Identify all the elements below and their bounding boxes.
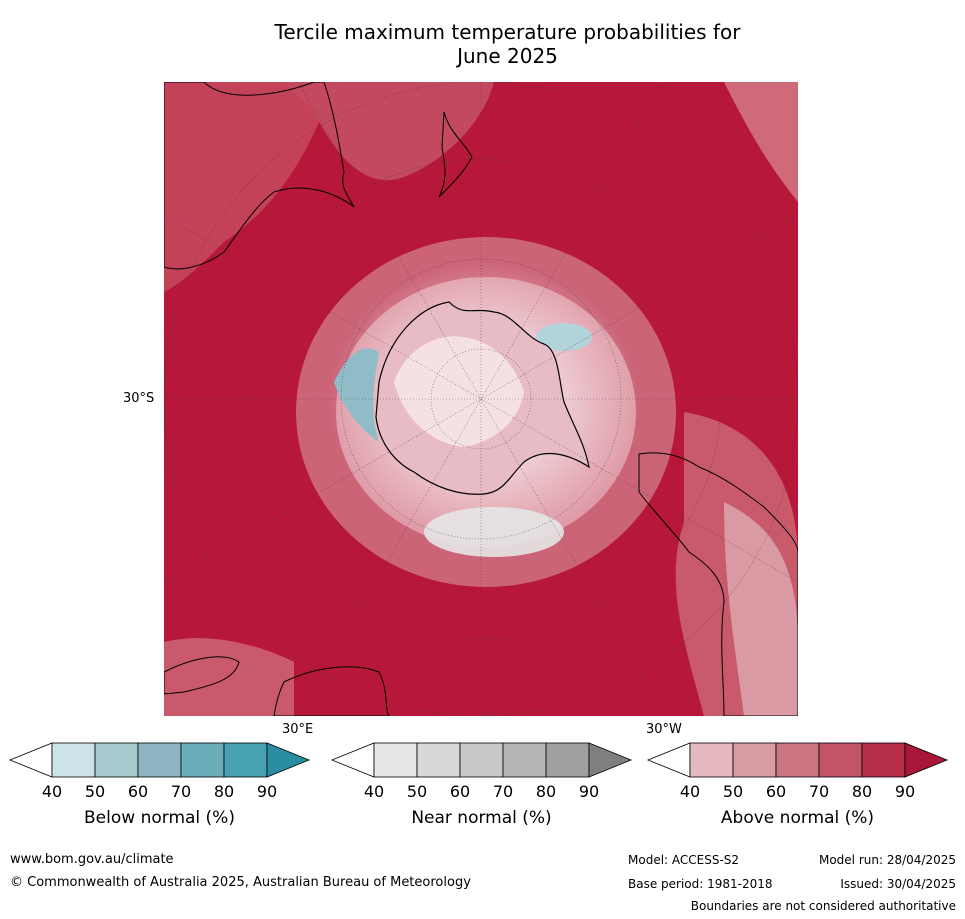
colorbar-segment <box>818 742 863 778</box>
colorbar-tick-label: 50 <box>722 782 744 801</box>
map-title: Tercile maximum temperature probabilitie… <box>160 20 855 68</box>
graticule <box>164 82 798 716</box>
colorbar-graphic <box>330 742 633 778</box>
new-zealand-coastline <box>438 111 473 198</box>
issued-text: Issued: 30/04/2025 <box>840 877 956 891</box>
colorbar-graphic <box>8 742 311 778</box>
region-lighter-red <box>284 82 494 181</box>
meridian-line <box>297 82 665 716</box>
africa-coastline <box>164 656 240 695</box>
model-text: Model: ACCESS-S2 <box>628 853 740 867</box>
south-america-coastline <box>638 452 798 716</box>
title-line-1: Tercile maximum temperature probabilitie… <box>274 20 741 44</box>
colorbar-segment <box>459 742 504 778</box>
colorbar-graphic <box>646 742 949 778</box>
copyright-text: © Commonwealth of Australia 2025, Austra… <box>10 875 471 890</box>
colorbar-tick-label: 40 <box>363 782 385 801</box>
region-pale-red <box>724 502 798 716</box>
antarctica-interior <box>394 336 524 447</box>
colorbar-high-extension <box>588 742 633 778</box>
colorbar-tick-label: 90 <box>256 782 278 801</box>
colorbar-segment <box>502 742 547 778</box>
colorbar-title: Below normal (%) <box>84 808 235 828</box>
australia-coastline <box>164 82 355 270</box>
colorbar <box>8 742 311 778</box>
africa-coastline <box>273 666 390 716</box>
colorbar-tick-label: 90 <box>894 782 916 801</box>
colorbar-low-extension <box>8 742 53 778</box>
title-line-2: June 2025 <box>457 44 558 68</box>
near-normal-patch <box>424 507 564 557</box>
base-period-text: Base period: 1981-2018 <box>628 877 773 891</box>
colorbar-segment <box>180 742 225 778</box>
colorbar-segment <box>223 742 268 778</box>
colorbar-tick-label: 40 <box>679 782 701 801</box>
colorbar-segment <box>689 742 734 778</box>
colorbar-segment <box>373 742 418 778</box>
colorbar-tick-label: 70 <box>492 782 514 801</box>
region-lighter-red <box>164 82 334 292</box>
latitude-label: 30°S <box>123 391 155 406</box>
colorbar-tick-label: 80 <box>213 782 235 801</box>
colorbar-tick-label: 90 <box>578 782 600 801</box>
longitude-label-west: 30°W <box>646 722 682 737</box>
disclaimer-text: Boundaries are not considered authoritat… <box>690 899 956 913</box>
colorbar <box>330 742 633 778</box>
region-lighter-red <box>164 638 294 716</box>
colorbar-segment <box>545 742 590 778</box>
colorbar-tick-label: 40 <box>41 782 63 801</box>
colorbar-segment <box>137 742 182 778</box>
colorbar-low-extension <box>330 742 375 778</box>
latitude-circle <box>240 158 722 640</box>
website-link[interactable]: www.bom.gov.au/climate <box>10 852 174 867</box>
region-lighter-red <box>724 82 798 202</box>
colorbar-tick-label: 60 <box>449 782 471 801</box>
colorbar-tick-label: 60 <box>765 782 787 801</box>
colorbar-segment <box>94 742 139 778</box>
colorbar-title: Above normal (%) <box>720 808 875 828</box>
colorbar-segment <box>775 742 820 778</box>
colorbar-title: Near normal (%) <box>411 808 552 828</box>
colorbar-segment <box>416 742 461 778</box>
colorbar-tick-label: 60 <box>127 782 149 801</box>
longitude-label-east: 30°E <box>282 722 314 737</box>
polar-probability-map <box>164 82 798 716</box>
map-graphic <box>164 82 798 716</box>
colorbar-segment <box>51 742 96 778</box>
colorbar-segment <box>861 742 906 778</box>
colorbar-tick-label: 50 <box>84 782 106 801</box>
colorbar <box>646 742 949 778</box>
colorbar-tick-label: 70 <box>808 782 830 801</box>
colorbar-high-extension <box>266 742 311 778</box>
below-normal-patch <box>334 348 379 442</box>
colorbar-tick-label: 80 <box>535 782 557 801</box>
colorbar-segment <box>732 742 777 778</box>
below-normal-patch <box>536 323 592 351</box>
colorbar-tick-label: 50 <box>406 782 428 801</box>
model-run-text: Model run: 28/04/2025 <box>818 853 956 867</box>
colorbar-tick-label: 70 <box>170 782 192 801</box>
colorbar-low-extension <box>646 742 691 778</box>
colorbar-tick-label: 80 <box>851 782 873 801</box>
colorbar-high-extension <box>904 742 949 778</box>
